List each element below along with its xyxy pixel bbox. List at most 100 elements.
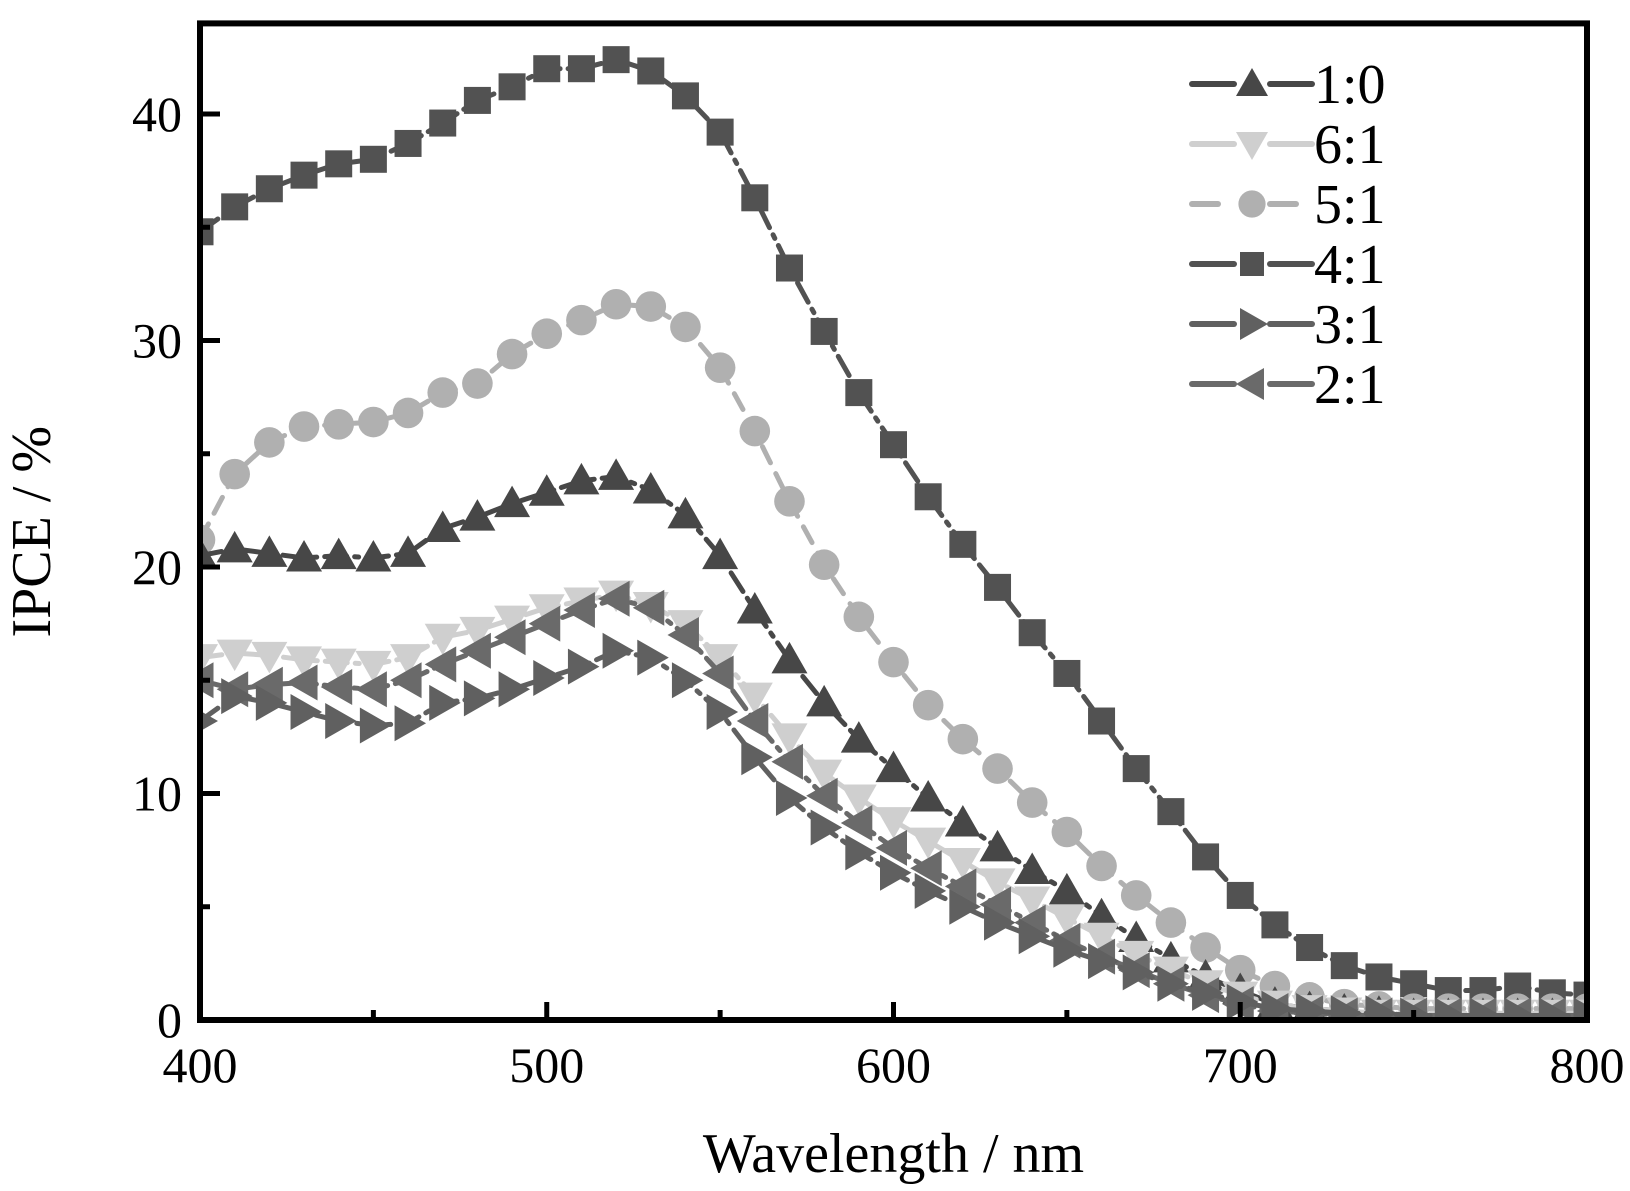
data-point [949, 888, 981, 925]
data-point [806, 777, 838, 814]
data-point [806, 759, 843, 792]
data-point [944, 847, 981, 880]
data-point [774, 486, 805, 517]
data-point [1296, 992, 1328, 1020]
data-point [323, 409, 355, 440]
data-point [912, 689, 944, 721]
x-tick-label: 500 [509, 1037, 584, 1093]
data-point [632, 589, 665, 626]
x-tick-label: 400 [163, 1037, 238, 1093]
data-point [462, 368, 493, 399]
legend-marker-square [1240, 252, 1264, 276]
data-point [1014, 886, 1051, 918]
data-point [251, 666, 283, 703]
data-point [808, 549, 840, 581]
data-point [910, 827, 947, 860]
legend-item: 4:1 [1189, 234, 1386, 296]
data-point [394, 129, 422, 157]
data-point [845, 834, 877, 871]
data-point [325, 703, 357, 740]
legend-marker-circle [1238, 190, 1266, 218]
x-tick-label: 600 [856, 1037, 931, 1093]
data-point [736, 703, 769, 740]
data-point [1051, 816, 1083, 848]
data-point [914, 483, 942, 511]
data-point [1573, 997, 1587, 1020]
data-point [984, 904, 1016, 941]
data-point [598, 458, 635, 490]
data-point [1086, 850, 1117, 882]
data-point [1155, 907, 1187, 938]
data-point [394, 705, 427, 742]
data-point [216, 639, 253, 672]
x-tick-label: 800 [1550, 1037, 1625, 1093]
ticks-layer: 400 500 600 700 800 0 10 20 30 40 [132, 86, 1625, 1093]
data-point [1018, 619, 1046, 647]
data-point [1504, 997, 1536, 1020]
x-axis-title: Wavelength / nm [703, 1123, 1084, 1185]
data-point [390, 535, 427, 567]
data-point [910, 850, 942, 887]
data-point [566, 304, 597, 336]
data-point [878, 646, 909, 678]
data-point [1261, 911, 1289, 939]
data-point [290, 693, 323, 730]
data-point [251, 535, 288, 567]
data-point [771, 723, 808, 755]
data-point [200, 710, 218, 732]
data-point [221, 193, 249, 221]
legend-label: 6:1 [1314, 114, 1386, 176]
data-point [216, 530, 253, 563]
data-point [221, 678, 253, 715]
data-point [1083, 897, 1120, 930]
data-point [875, 750, 912, 783]
data-point [637, 57, 665, 85]
data-point [528, 474, 565, 506]
data-point [1152, 956, 1189, 989]
data-point [254, 427, 285, 458]
data-point [1118, 940, 1155, 973]
data-point [1088, 943, 1120, 980]
data-point [1018, 918, 1051, 955]
data-point [255, 684, 288, 721]
data-point [1400, 997, 1432, 1020]
data-point [775, 254, 803, 282]
data-point [390, 662, 422, 699]
y-tick-label: 20 [132, 539, 182, 595]
data-point [739, 415, 771, 447]
data-point [944, 804, 981, 837]
data-point [598, 580, 630, 617]
data-point [979, 829, 1016, 862]
data-point [288, 411, 320, 442]
data-point [910, 780, 947, 812]
data-point [563, 462, 600, 495]
data-point [531, 318, 563, 350]
y-tick-label: 10 [132, 766, 182, 822]
legend-label: 2:1 [1314, 354, 1386, 416]
data-point [1053, 659, 1081, 687]
legend-label: 4:1 [1314, 234, 1386, 296]
data-point [702, 537, 739, 570]
data-point [982, 753, 1013, 784]
legend: 1:06:15:14:13:12:1 [1189, 54, 1386, 416]
legend-marker-triangle-down [1236, 132, 1268, 160]
data-point [358, 406, 389, 438]
data-point [845, 379, 873, 407]
data-point [320, 537, 357, 570]
data-point [1157, 798, 1185, 826]
legend-label: 5:1 [1314, 174, 1386, 236]
data-point [979, 886, 1012, 923]
data-point [602, 632, 635, 669]
data-point [496, 338, 528, 370]
data-point [949, 530, 977, 558]
y-tick-label: 0 [157, 992, 182, 1048]
y-tick-label: 30 [132, 313, 182, 369]
data-point [563, 592, 595, 629]
data-point [286, 646, 323, 678]
data-point [741, 184, 769, 212]
legend-marker-triangle-left [1236, 368, 1264, 400]
legend-item: 3:1 [1189, 294, 1386, 356]
legend-label: 3:1 [1314, 294, 1386, 356]
data-point [1330, 952, 1358, 980]
